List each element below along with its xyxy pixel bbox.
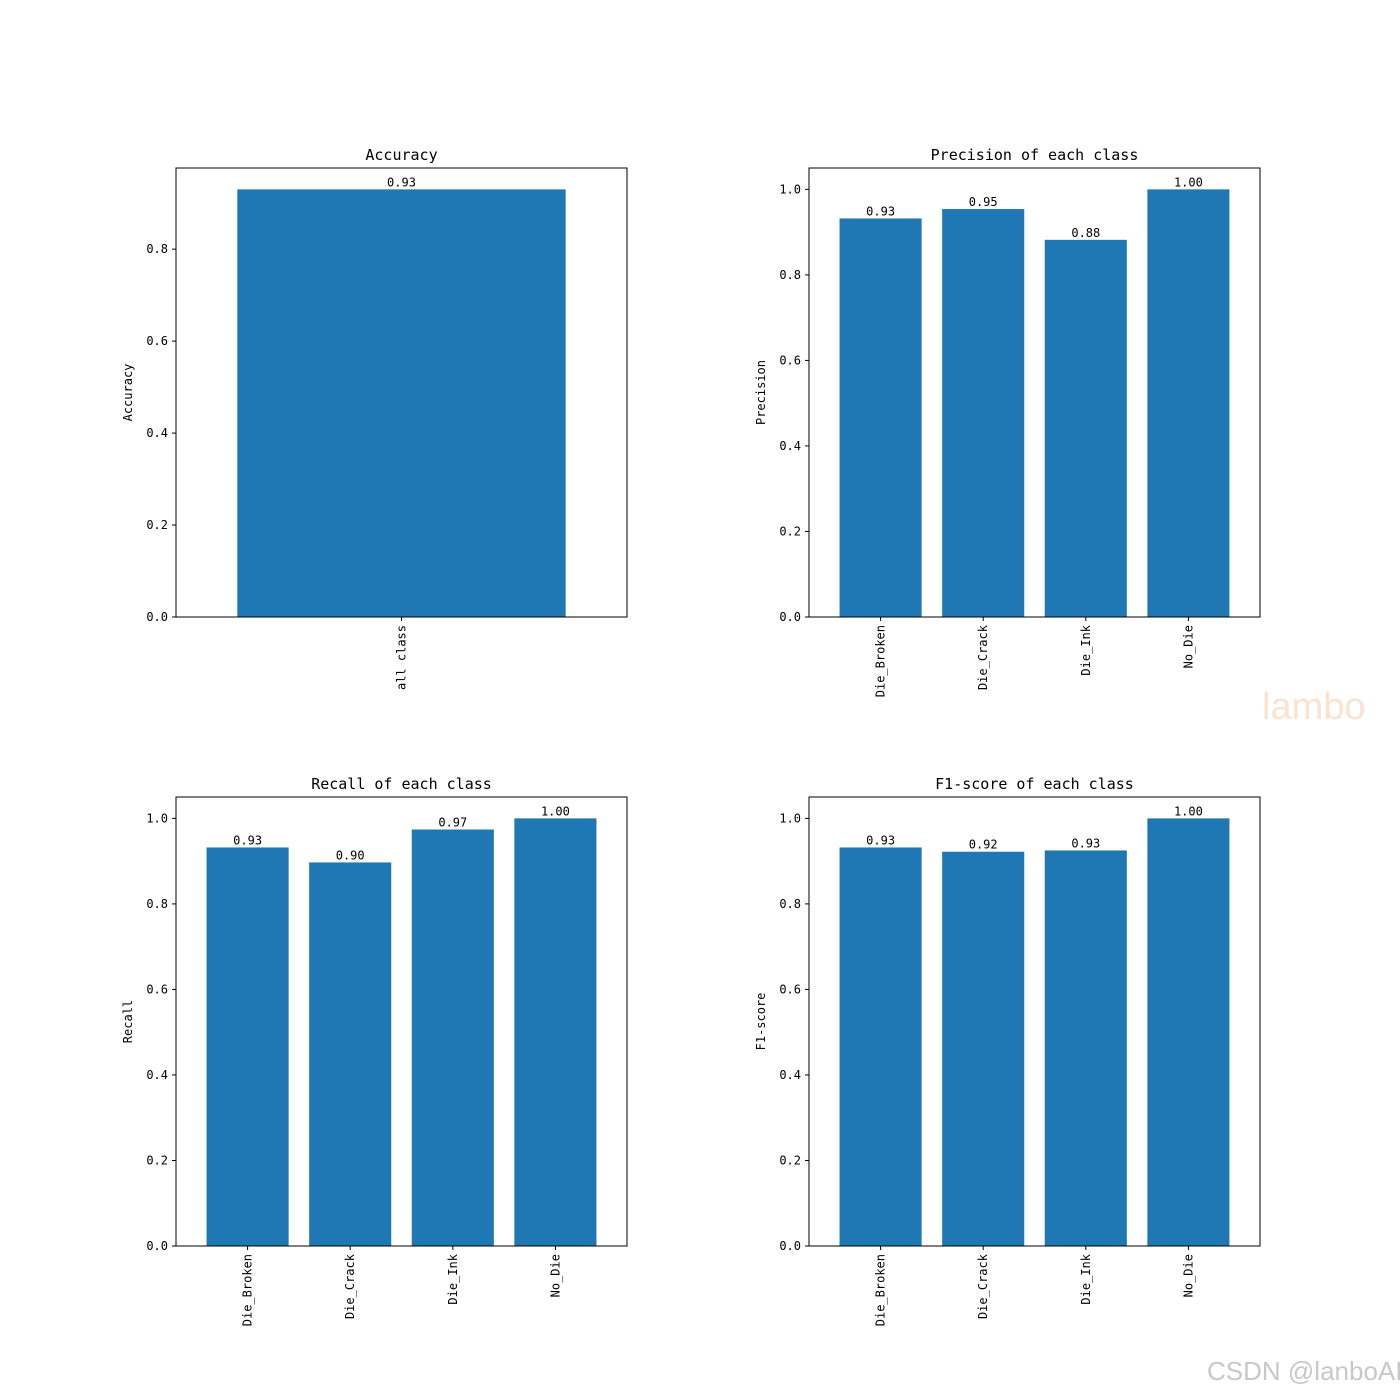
bar-Die_Crack [309,862,392,1246]
y-tick-label: 0.4 [779,439,801,453]
chart-title: Precision of each class [931,146,1139,164]
x-tick-label: Die_Ink [1079,1253,1093,1304]
chart-panel-2: 0.93 Die_Broken 0.90 Die_Crack 0.97 Die_Ink 1.… [121,775,628,1326]
watermark-lambo: lambo [1262,686,1366,728]
y-tick-label: 1.0 [779,182,801,196]
bar-Die_Crack [942,851,1025,1246]
value-label: 0.93 [866,833,895,847]
y-tick-label: 0.8 [146,242,168,256]
y-tick-label: 0.2 [779,1153,801,1167]
chart-panel-0: 0.93 all class 0.0 0.2 0.4 0.6 0.8 Accuracy Accu… [121,146,628,690]
x-tick-label: No_Die [1181,1254,1195,1297]
plot-frame [808,796,1261,1247]
bar-Die_Ink [1044,850,1127,1246]
plot-frame [175,796,628,1247]
bar-Die_Broken [206,847,289,1246]
value-label: 0.93 [387,175,416,189]
bar-No_Die [1147,818,1230,1246]
bar-No_Die [514,818,597,1246]
y-tick-label: 0.4 [146,426,168,440]
y-tick-label: 0.0 [146,1239,168,1253]
value-label: 0.90 [336,848,365,862]
x-tick-label: Die_Ink [1079,624,1093,675]
chart-panel-3: 0.93 Die_Broken 0.92 Die_Crack 0.93 Die_Ink 1.… [754,775,1261,1326]
value-label: 0.92 [969,838,998,852]
value-label: 0.93 [866,204,895,218]
bar-all class [237,189,566,617]
x-tick-label: Die_Broken [874,1254,888,1326]
bar-Die_Crack [942,209,1025,617]
value-label: 1.00 [541,804,570,818]
chart-title: Recall of each class [311,775,492,793]
value-label: 0.93 [1071,836,1100,850]
value-label: 0.97 [438,815,467,829]
y-tick-label: 0.0 [146,610,168,624]
y-axis-label: Accuracy [121,364,135,422]
x-tick-label: No_Die [1181,625,1195,668]
value-label: 1.00 [1174,175,1203,189]
y-tick-label: 0.6 [146,982,168,996]
y-axis-label: F1-score [754,993,768,1051]
bar-Die_Broken [839,218,922,617]
x-tick-label: all class [395,625,409,690]
y-tick-label: 0.8 [779,897,801,911]
watermark-csdn: CSDN @lanboAI [1207,1356,1400,1386]
y-tick-label: 0.6 [779,982,801,996]
y-tick-label: 0.4 [146,1068,168,1082]
chart-title: Accuracy [365,146,437,164]
y-tick-label: 0.4 [779,1068,801,1082]
y-tick-label: 0.2 [146,1153,168,1167]
bar-Die_Broken [839,847,922,1246]
plot-frame [175,167,628,618]
value-label: 0.95 [969,195,998,209]
x-tick-label: Die_Crack [343,1253,357,1319]
x-tick-label: Die_Broken [241,1254,255,1326]
y-axis-label: Recall [121,1000,135,1043]
value-label: 0.88 [1071,226,1100,240]
y-tick-label: 1.0 [146,811,168,825]
y-tick-label: 1.0 [779,811,801,825]
y-tick-label: 0.6 [146,334,168,348]
y-tick-label: 0.8 [146,897,168,911]
chart-title: F1-score of each class [935,775,1134,793]
y-tick-label: 0.0 [779,610,801,624]
bar-Die_Ink [411,829,494,1246]
y-tick-label: 0.2 [146,518,168,532]
x-tick-label: Die_Broken [874,625,888,697]
x-tick-label: Die_Crack [976,1253,990,1319]
value-label: 0.93 [233,833,262,847]
x-tick-label: Die_Ink [446,1253,460,1304]
y-tick-label: 0.0 [779,1239,801,1253]
x-tick-label: No_Die [548,1254,562,1297]
chart-panel-1: 0.93 Die_Broken 0.95 Die_Crack 0.88 Die_Ink 1.… [754,146,1261,697]
x-tick-label: Die_Crack [976,624,990,690]
bar-Die_Ink [1044,239,1127,617]
y-tick-label: 0.8 [779,268,801,282]
value-label: 1.00 [1174,804,1203,818]
y-tick-label: 0.2 [779,524,801,538]
y-tick-label: 0.6 [779,353,801,367]
bar-No_Die [1147,189,1230,617]
plot-frame [808,167,1261,618]
y-axis-label: Precision [754,360,768,425]
